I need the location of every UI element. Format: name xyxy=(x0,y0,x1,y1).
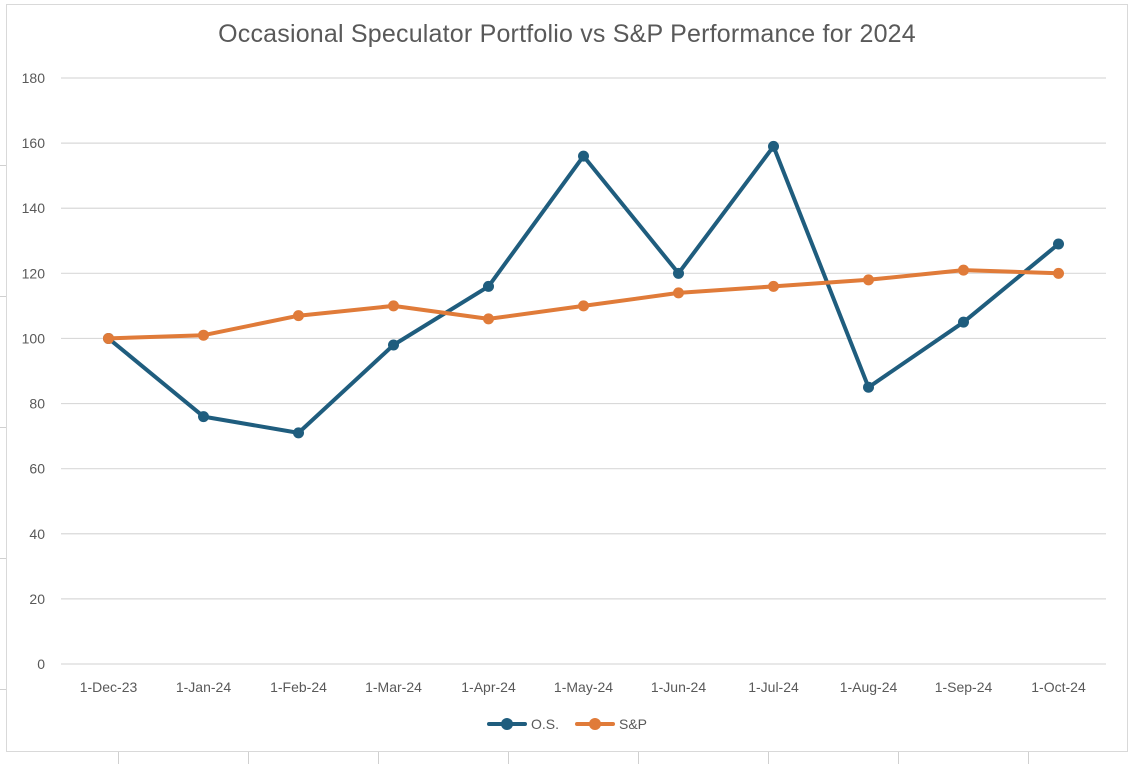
data-point-os[interactable] xyxy=(198,411,209,423)
cell-gridline xyxy=(0,165,6,166)
x-tick-label: 1-May-24 xyxy=(554,679,613,695)
data-point-sp[interactable] xyxy=(673,287,684,299)
data-point-os[interactable] xyxy=(673,267,684,279)
cell-gridline xyxy=(638,752,639,764)
chart-area[interactable] xyxy=(6,4,1128,752)
x-tick-label: 1-Feb-24 xyxy=(270,679,327,695)
data-point-sp[interactable] xyxy=(388,300,399,312)
x-axis-tick-labels: 1-Dec-23 1-Jan-24 1-Feb-24 1-Mar-24 1-Apr-24… xyxy=(80,679,1086,695)
data-point-sp[interactable] xyxy=(103,332,114,344)
legend-item-sp[interactable]: S&P xyxy=(575,716,647,732)
x-tick-label: 1-Apr-24 xyxy=(461,679,516,695)
y-tick-label: 60 xyxy=(29,461,45,477)
series-line-os[interactable] xyxy=(106,144,1061,435)
y-tick-label: 160 xyxy=(22,135,46,151)
cell-gridline xyxy=(118,752,119,764)
cell-gridline xyxy=(0,427,6,428)
x-tick-label: 1-Oct-24 xyxy=(1031,679,1086,695)
x-tick-label: 1-Jul-24 xyxy=(748,679,799,695)
gridlines xyxy=(61,77,1106,665)
x-tick-label: 1-Mar-24 xyxy=(365,679,422,695)
y-axis-tick-labels: 0 20 40 60 80 100 120 140 160 180 xyxy=(22,70,46,672)
x-tick-label: 1-Jan-24 xyxy=(176,679,231,695)
cell-gridline xyxy=(248,752,249,764)
legend-marker-os xyxy=(500,718,513,730)
y-tick-label: 0 xyxy=(37,656,45,672)
cell-gridline xyxy=(0,558,6,559)
data-point-sp[interactable] xyxy=(863,274,874,286)
legend[interactable]: O.S. S&P xyxy=(0,716,1134,732)
legend-label-os: O.S. xyxy=(530,716,559,732)
data-point-sp[interactable] xyxy=(483,313,494,325)
data-point-os[interactable] xyxy=(388,339,399,351)
data-point-sp[interactable] xyxy=(768,280,779,292)
y-tick-label: 40 xyxy=(29,526,45,542)
data-point-sp[interactable] xyxy=(198,329,209,341)
data-point-sp[interactable] xyxy=(578,300,589,312)
series-group xyxy=(103,140,1064,439)
y-tick-label: 120 xyxy=(22,265,46,281)
legend-item-os[interactable]: O.S. xyxy=(486,716,559,732)
cell-gridline xyxy=(0,296,6,297)
data-point-sp[interactable] xyxy=(1053,267,1064,279)
y-tick-label: 20 xyxy=(29,591,45,607)
cell-gridline xyxy=(508,752,509,764)
x-tick-label: 1-Aug-24 xyxy=(840,679,898,695)
x-tick-label: 1-Dec-23 xyxy=(80,679,138,695)
data-point-os[interactable] xyxy=(293,427,304,439)
x-tick-label: 1-Sep-24 xyxy=(935,679,993,695)
chart-title[interactable]: Occasional Speculator Portfolio vs S&P P… xyxy=(218,20,916,48)
cell-gridline xyxy=(0,689,6,690)
y-tick-label: 80 xyxy=(29,396,45,412)
legend-marker-sp xyxy=(589,718,601,730)
y-tick-label: 100 xyxy=(22,330,46,346)
cell-gridline xyxy=(1028,752,1029,764)
data-point-os[interactable] xyxy=(483,280,494,292)
data-point-os[interactable] xyxy=(958,316,969,328)
data-point-os[interactable] xyxy=(768,140,779,152)
x-tick-label: 1-Jun-24 xyxy=(651,679,706,695)
data-point-sp[interactable] xyxy=(958,264,969,276)
cell-gridline xyxy=(898,752,899,764)
data-point-os[interactable] xyxy=(578,150,589,162)
y-tick-label: 180 xyxy=(22,70,46,86)
y-tick-label: 140 xyxy=(22,200,46,216)
cell-gridline xyxy=(378,752,379,764)
legend-swatch-os-icon xyxy=(486,717,527,731)
data-point-os[interactable] xyxy=(863,381,874,393)
legend-swatch-sp-icon xyxy=(575,717,615,731)
cell-gridline xyxy=(768,752,769,764)
data-point-sp[interactable] xyxy=(293,310,304,322)
data-point-os[interactable] xyxy=(1053,238,1064,250)
legend-label-sp: S&P xyxy=(619,716,648,732)
